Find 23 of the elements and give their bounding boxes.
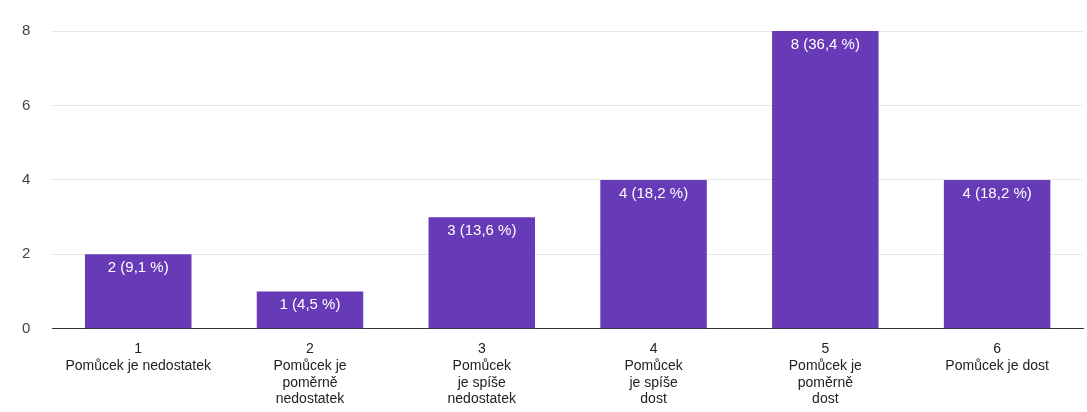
y-tick-label: 4: [22, 170, 31, 188]
x-tick-label: 3 Pomůcek je spíše nedostatek: [447, 340, 518, 407]
bar: [428, 217, 536, 329]
x-tick-label: 4 Pomůcek je spíše dost: [624, 340, 684, 407]
data-label: 2 (9,1 %): [107, 257, 169, 275]
x-tick-label: 5 Pomůcek je poměrně dost: [788, 340, 863, 407]
x-tick-label: 6 Pomůcek je dost: [945, 340, 1049, 373]
bar: [772, 31, 879, 329]
data-label: 4 (18,2 %): [962, 183, 1032, 201]
bar: [84, 254, 192, 329]
data-label: 3 (13,6 %): [447, 220, 517, 238]
bar: [600, 179, 707, 329]
y-tick-label: 0: [22, 318, 31, 336]
data-label: 4 (18,2 %): [618, 183, 689, 201]
y-tick-label: 6: [22, 95, 31, 113]
x-tick-label: 2 Pomůcek je poměrně nedostatek: [273, 340, 347, 407]
y-tick-label: 2: [22, 244, 31, 262]
data-label: 8 (36,4 %): [790, 34, 860, 52]
bar: [256, 291, 364, 329]
bar: [943, 179, 1051, 329]
data-label: 1 (4,5 %): [279, 295, 341, 313]
x-tick-label: 1 Pomůcek je nedostatek: [65, 340, 212, 373]
y-tick-label: 8: [22, 21, 31, 39]
